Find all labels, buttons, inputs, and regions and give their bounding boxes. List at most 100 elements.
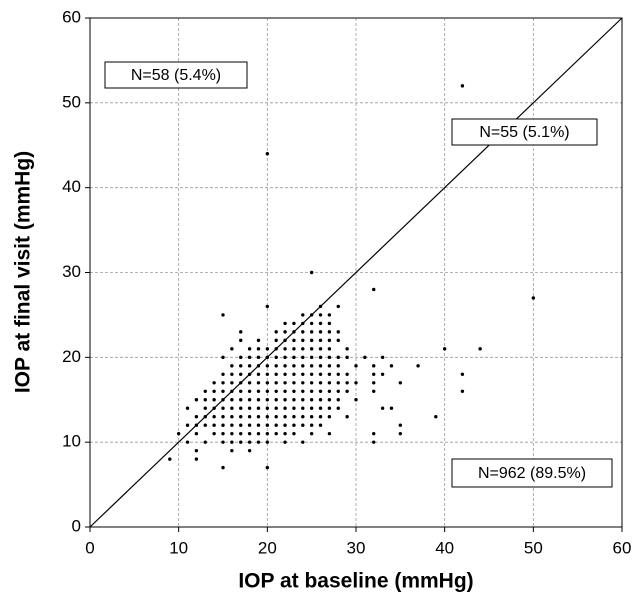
point [221, 440, 225, 444]
point [318, 330, 323, 334]
point [292, 406, 296, 410]
point [239, 440, 243, 444]
point [203, 398, 207, 402]
x-tick-label: 10 [169, 538, 188, 557]
point [194, 448, 199, 453]
point [239, 355, 243, 360]
point [309, 431, 314, 436]
point [247, 398, 252, 402]
point [301, 347, 305, 351]
point [221, 431, 225, 436]
point [442, 347, 447, 351]
point [283, 415, 287, 419]
point [247, 372, 252, 376]
x-tick-label: 40 [435, 538, 454, 557]
point [301, 381, 305, 385]
point [318, 338, 323, 343]
point [336, 330, 340, 334]
point [372, 372, 376, 376]
identity-line [89, 17, 623, 528]
point [283, 338, 287, 343]
point [283, 406, 287, 410]
point [389, 364, 394, 368]
point [292, 355, 296, 360]
point [309, 406, 314, 410]
point [212, 415, 216, 419]
point [301, 321, 305, 326]
point [203, 406, 207, 410]
point [265, 152, 270, 156]
point [327, 364, 332, 368]
point [345, 355, 349, 360]
annotation: N=962 (89.5%) [478, 465, 586, 482]
point [309, 423, 314, 427]
point [336, 355, 340, 360]
point [336, 389, 340, 393]
point [318, 372, 323, 376]
point [336, 304, 340, 309]
point [354, 364, 358, 368]
point [345, 372, 349, 376]
point [239, 338, 243, 343]
point [292, 321, 296, 326]
point [185, 423, 190, 427]
x-tick-label: 20 [258, 538, 277, 557]
point [336, 398, 340, 402]
point [256, 389, 261, 393]
point [265, 389, 270, 393]
point [327, 321, 332, 326]
point [345, 347, 349, 351]
point [318, 321, 323, 326]
point [336, 406, 340, 410]
point [318, 406, 323, 410]
point [460, 372, 465, 376]
point [256, 347, 261, 351]
point [309, 338, 314, 343]
point [372, 431, 376, 436]
point [318, 355, 323, 360]
point [372, 381, 376, 385]
point [309, 355, 314, 360]
point [221, 398, 225, 402]
point [247, 364, 252, 368]
point [309, 313, 314, 317]
point [203, 415, 207, 419]
point [318, 415, 323, 419]
point [380, 406, 385, 410]
point [283, 364, 287, 368]
point [398, 423, 403, 427]
annotation: N=55 (5.1%) [479, 124, 569, 141]
point [212, 381, 216, 385]
point [380, 355, 385, 360]
point [274, 330, 278, 334]
point [274, 347, 278, 351]
point [460, 389, 465, 393]
point [301, 338, 305, 343]
point [247, 355, 252, 360]
point [256, 398, 261, 402]
annotation: N=58 (5.4%) [131, 67, 221, 84]
annotation-box [104, 61, 248, 89]
point [416, 364, 420, 368]
point [318, 398, 323, 402]
point [327, 330, 332, 334]
y-tick-label: 0 [72, 516, 81, 535]
point [292, 398, 296, 402]
point [301, 423, 305, 427]
point [301, 406, 305, 410]
point [309, 415, 314, 419]
point [230, 406, 234, 410]
point [265, 465, 270, 470]
point [239, 330, 243, 334]
annotation-box [451, 458, 613, 488]
point [292, 381, 296, 385]
annotation-box [451, 118, 598, 146]
point [327, 338, 332, 343]
point [283, 389, 287, 393]
point [185, 440, 190, 444]
point [230, 423, 234, 427]
point [372, 287, 376, 292]
point [221, 355, 225, 360]
point [194, 423, 199, 427]
